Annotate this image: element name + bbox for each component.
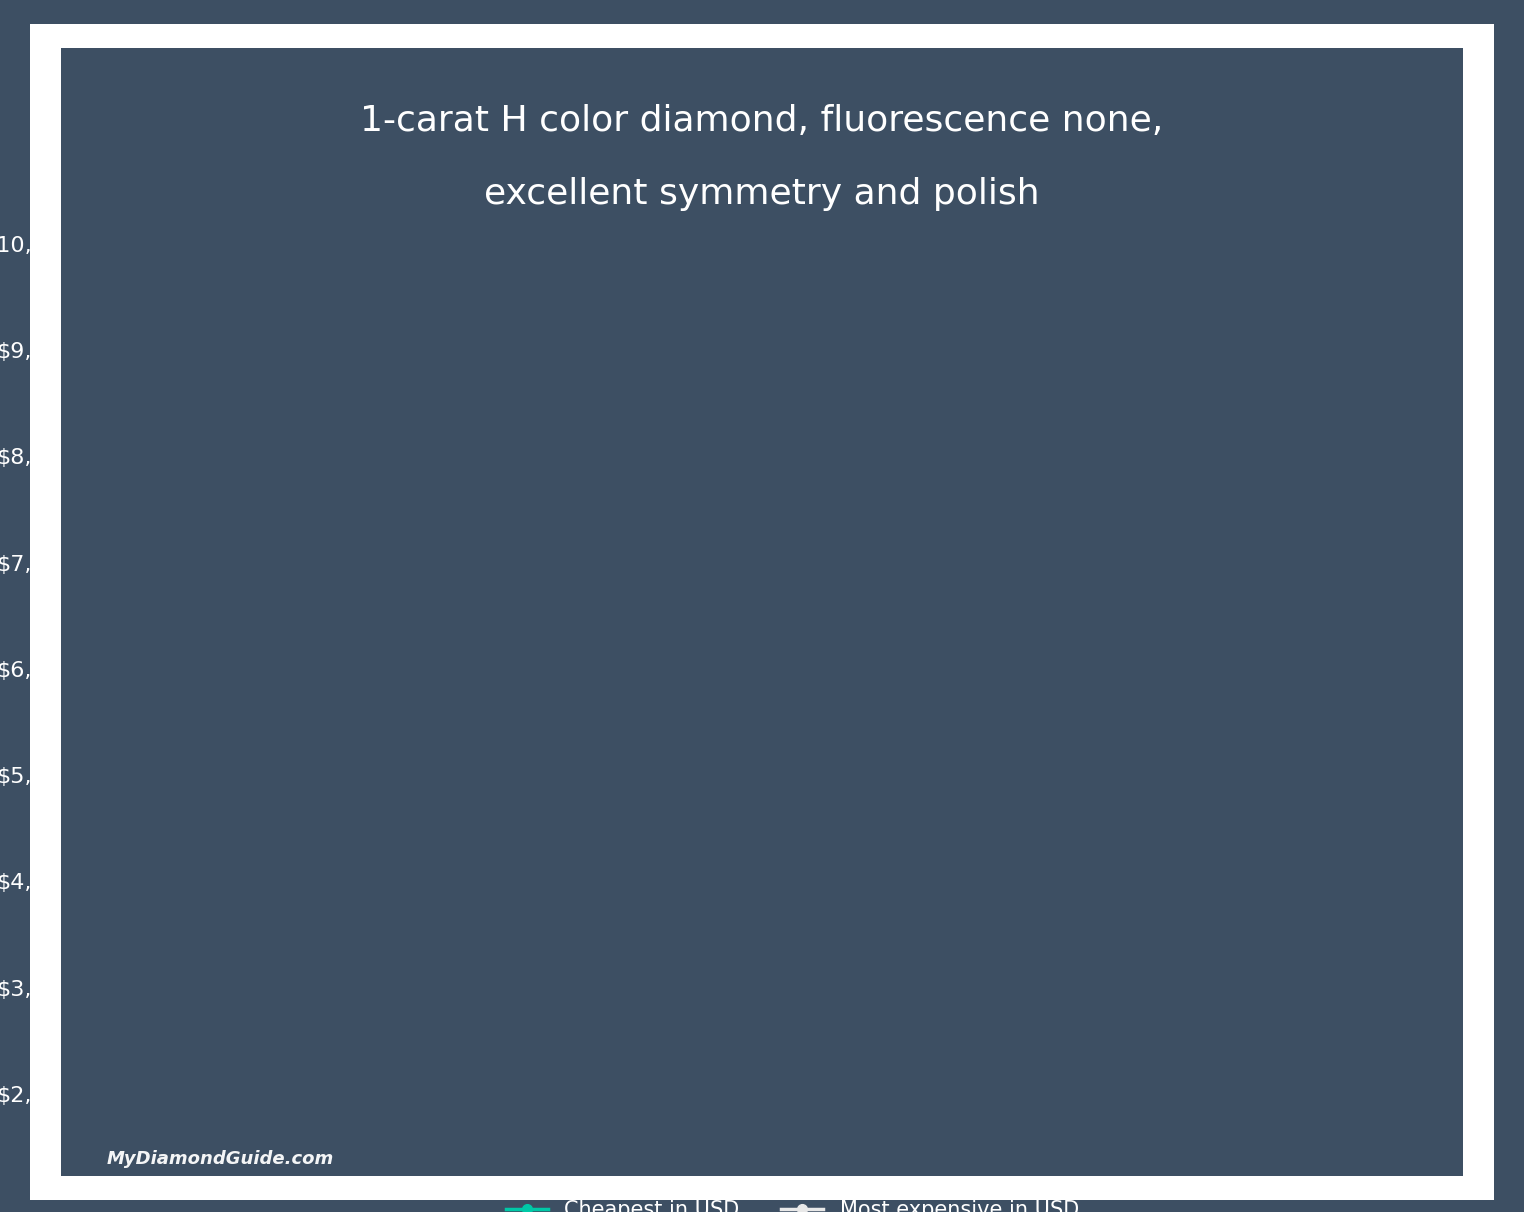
Text: 1-carat H color diamond, fluorescence none,: 1-carat H color diamond, fluorescence no… [360,104,1164,138]
Bar [969,462,1303,1093]
Text: MyDiamondGuide.com: MyDiamondGuide.com [107,1149,334,1167]
Text: excellent symmetry and polish: excellent symmetry and polish [485,177,1039,211]
Legend: Cheapest in USD, Most expensive in USD: Cheapest in USD, Most expensive in USD [498,1191,1087,1212]
